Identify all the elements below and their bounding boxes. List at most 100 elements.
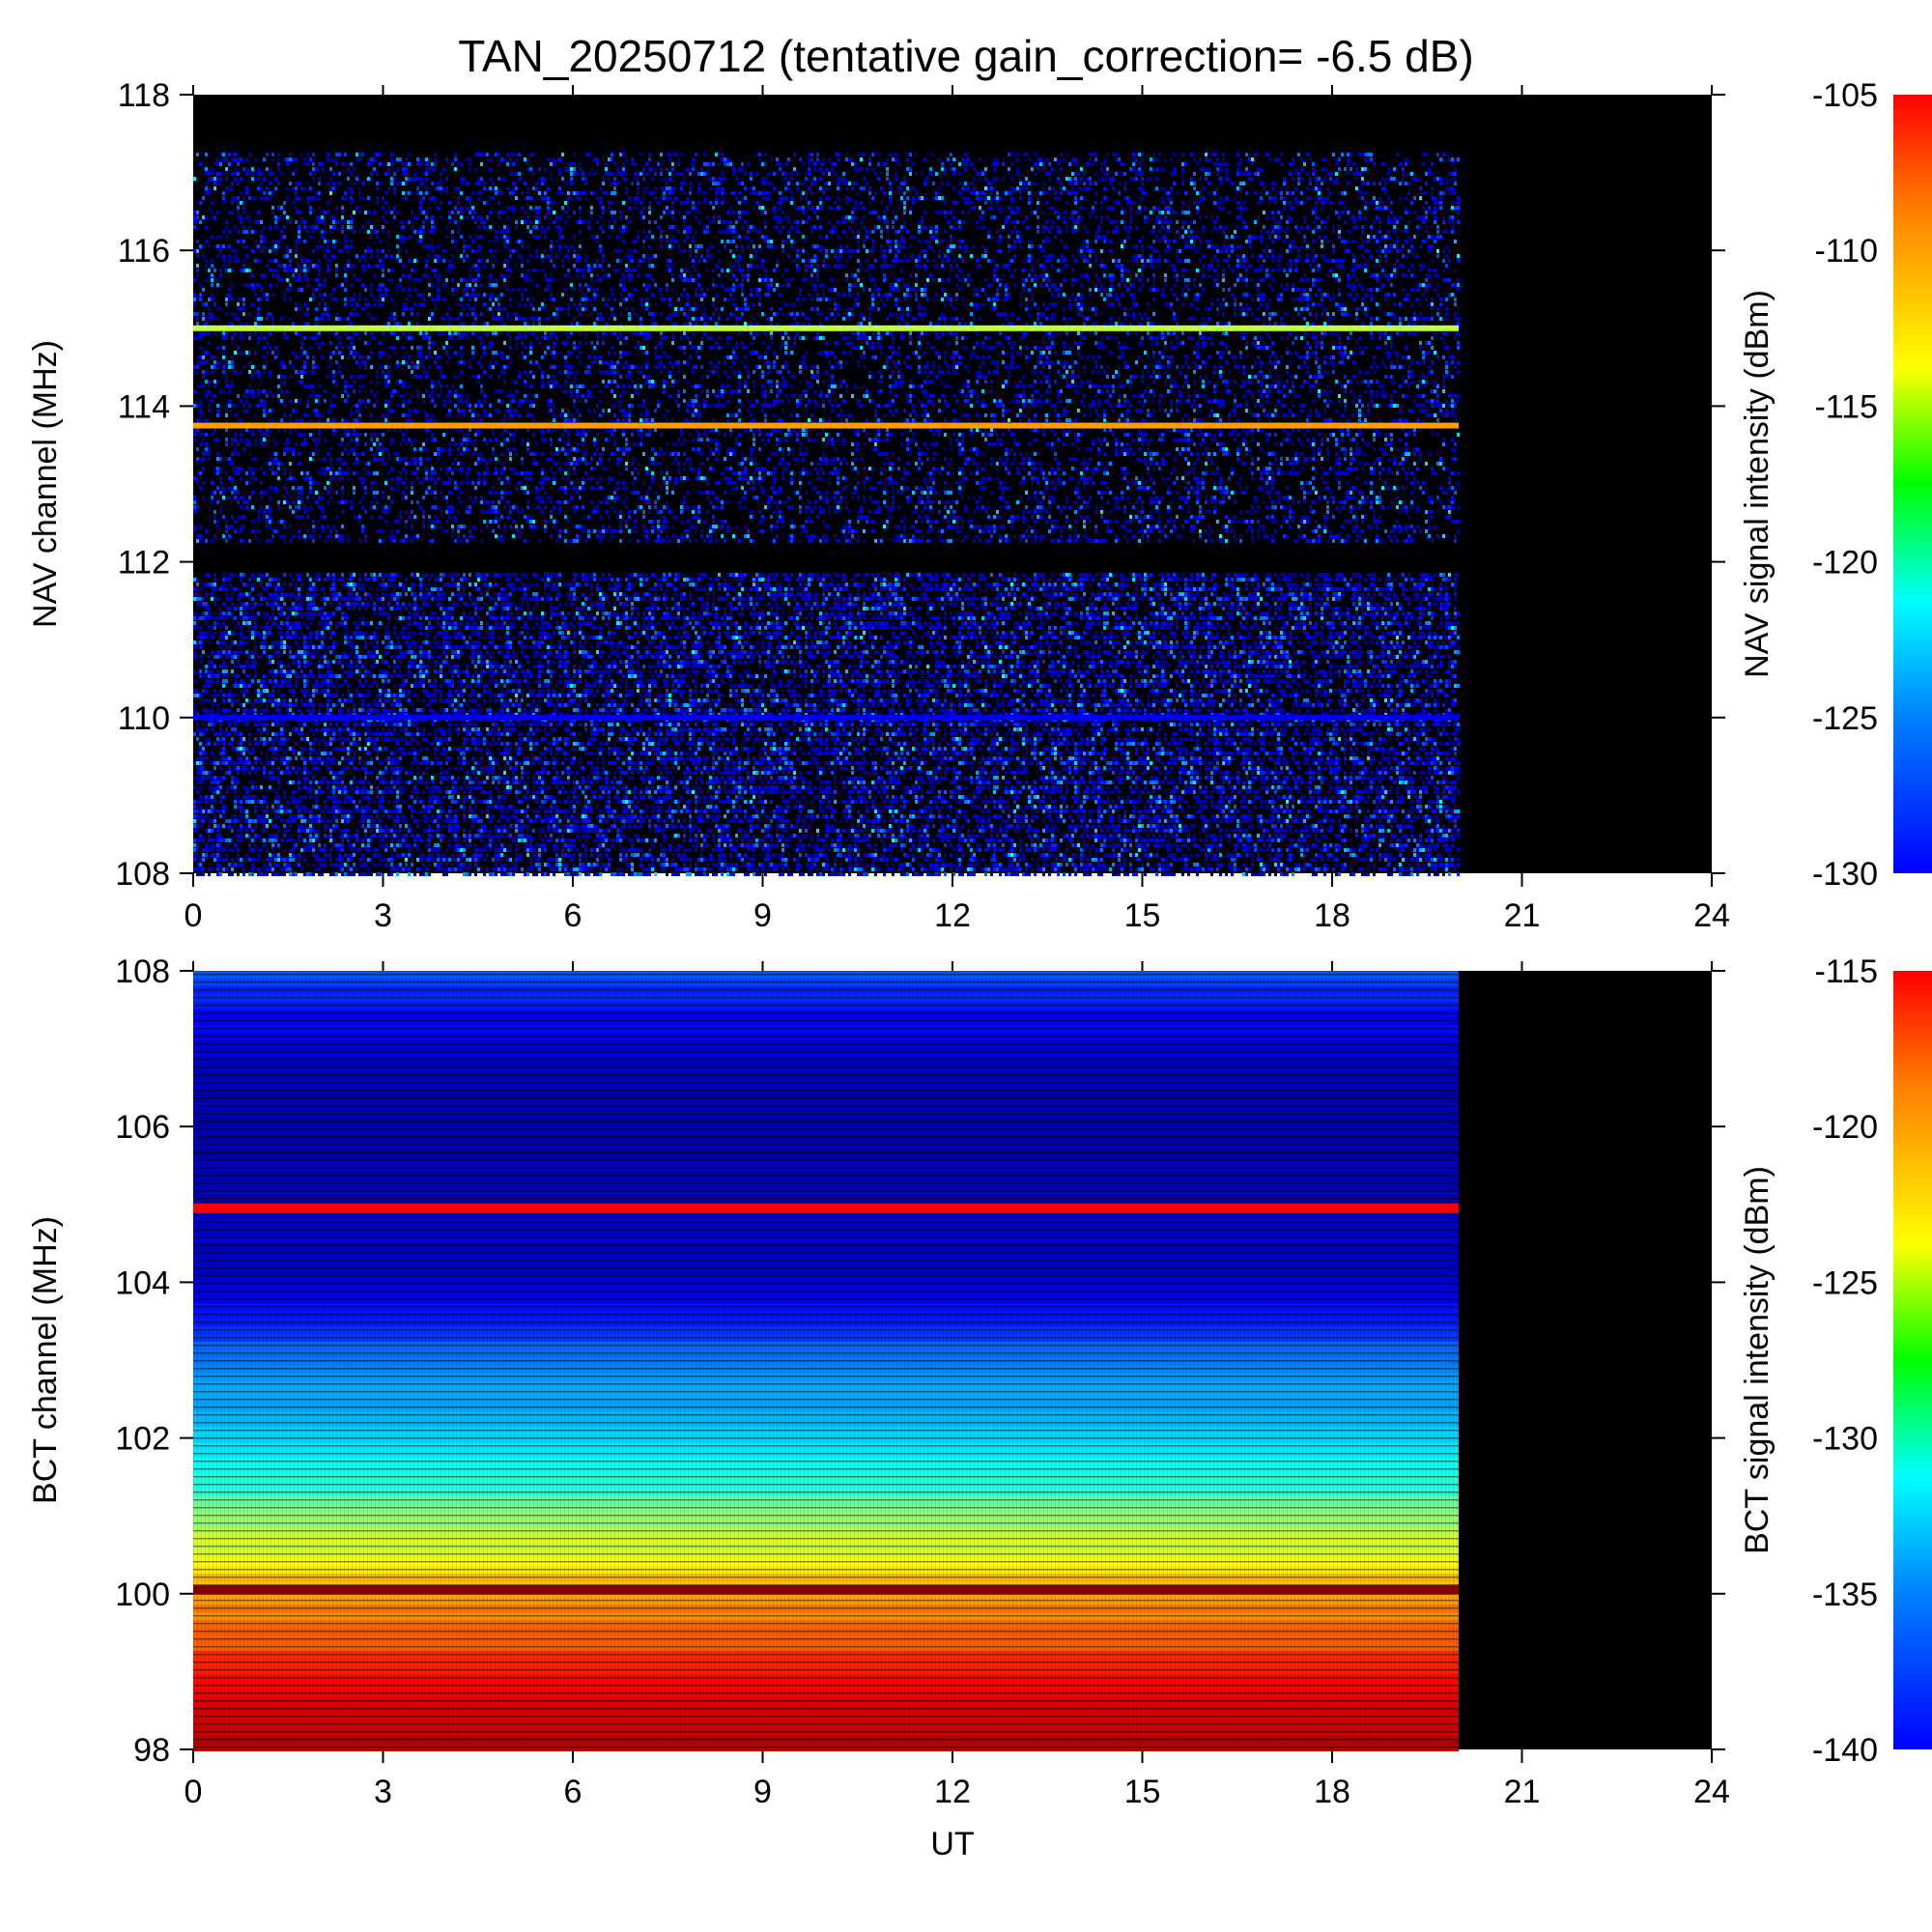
nav-cell bbox=[222, 157, 225, 161]
nav-cell bbox=[616, 235, 619, 239]
nav-cell bbox=[228, 293, 231, 297]
nav-cell bbox=[1451, 162, 1454, 166]
nav-cell bbox=[332, 240, 335, 243]
nav-cell bbox=[480, 162, 483, 166]
nav-cell bbox=[689, 307, 692, 311]
nav-cell bbox=[990, 201, 993, 205]
nav-cell bbox=[1303, 288, 1306, 292]
nav-cell bbox=[277, 157, 280, 161]
nav-cell bbox=[839, 249, 842, 253]
nav-cell bbox=[1416, 225, 1419, 229]
nav-cell bbox=[770, 283, 773, 287]
nav-cell bbox=[747, 244, 750, 248]
nav-cell bbox=[941, 278, 944, 282]
nav-cell bbox=[680, 307, 683, 311]
nav-cell bbox=[1236, 273, 1239, 277]
nav-cell bbox=[1321, 167, 1323, 171]
nav-cell bbox=[1060, 186, 1063, 190]
nav-cell bbox=[466, 293, 469, 297]
nav-cell bbox=[1289, 240, 1292, 243]
nav-cell bbox=[1355, 225, 1358, 229]
nav-cell bbox=[1132, 298, 1135, 301]
nav-cell bbox=[1442, 220, 1445, 224]
nav-cell bbox=[1378, 240, 1381, 243]
nav-cell bbox=[979, 317, 981, 321]
nav-cell bbox=[1222, 298, 1225, 301]
nav-cell bbox=[674, 153, 677, 156]
nav-cell bbox=[483, 153, 486, 156]
nav-cell bbox=[474, 220, 477, 224]
nav-cell bbox=[1222, 162, 1225, 166]
nav-cell bbox=[431, 215, 434, 219]
nav-cell bbox=[321, 244, 324, 248]
nav-cell bbox=[639, 215, 642, 219]
nav-cell bbox=[1002, 162, 1005, 166]
nav-cell bbox=[816, 206, 819, 210]
nav-cell bbox=[503, 244, 506, 248]
nav-cell bbox=[550, 201, 553, 205]
nav-cell bbox=[593, 191, 596, 195]
nav-cell bbox=[405, 196, 408, 200]
nav-cell bbox=[1100, 259, 1103, 263]
nav-cell bbox=[990, 162, 993, 166]
nav-cell bbox=[1425, 215, 1428, 219]
nav-cell bbox=[923, 254, 926, 258]
nav-cell bbox=[1016, 220, 1019, 224]
nav-cell bbox=[651, 264, 654, 268]
nav-cell bbox=[497, 201, 500, 205]
nav-cell bbox=[1370, 293, 1373, 297]
nav-cell bbox=[1213, 269, 1216, 272]
nav-cell bbox=[1309, 312, 1312, 316]
nav-cell bbox=[367, 312, 370, 316]
nav-cell bbox=[454, 206, 457, 210]
nav-cell bbox=[816, 269, 819, 272]
nav-cell bbox=[419, 177, 422, 181]
nav-cell bbox=[695, 230, 697, 234]
nav-cell bbox=[329, 230, 332, 234]
nav-cell bbox=[1164, 206, 1167, 210]
nav-cell bbox=[469, 196, 471, 200]
nav-cell bbox=[1071, 278, 1074, 282]
nav-cell bbox=[257, 186, 260, 190]
nav-cell bbox=[1158, 206, 1161, 210]
nav-cell bbox=[660, 167, 663, 171]
nav-cell bbox=[929, 167, 932, 171]
nav-cell bbox=[981, 254, 984, 258]
nav-cell bbox=[361, 225, 364, 229]
nav-cell bbox=[211, 167, 213, 171]
nav-cell bbox=[1236, 259, 1239, 263]
nav-cell bbox=[1434, 240, 1436, 243]
nav-cell bbox=[1103, 264, 1106, 268]
nav-cell bbox=[976, 259, 979, 263]
nav-cell bbox=[1060, 191, 1063, 195]
nav-cell bbox=[211, 177, 213, 181]
nav-cell bbox=[1361, 225, 1364, 229]
nav-cell bbox=[492, 182, 495, 185]
nav-cell bbox=[787, 312, 790, 316]
nav-cell bbox=[216, 162, 219, 166]
nav-cell bbox=[622, 201, 625, 205]
nav-cell bbox=[428, 230, 431, 234]
nav-cell bbox=[1292, 157, 1294, 161]
nav-cell bbox=[495, 191, 497, 195]
nav-cell bbox=[1332, 273, 1335, 277]
nav-cell bbox=[193, 177, 196, 181]
nav-cell bbox=[903, 182, 906, 185]
nav-cell bbox=[1005, 264, 1008, 268]
nav-cell bbox=[1045, 191, 1048, 195]
nav-cell bbox=[857, 278, 860, 282]
nav-cell bbox=[1271, 269, 1274, 272]
nav-cell bbox=[280, 215, 283, 219]
nav-cell bbox=[1347, 249, 1350, 253]
nav-cell bbox=[587, 288, 590, 292]
nav-cell bbox=[889, 186, 892, 190]
nav-cell bbox=[868, 157, 871, 161]
nav-cell bbox=[709, 254, 712, 258]
nav-cell bbox=[318, 273, 321, 277]
nav-cell bbox=[976, 264, 979, 268]
nav-cell bbox=[1010, 153, 1013, 156]
nav-cell bbox=[1361, 182, 1364, 185]
nav-cell bbox=[1048, 278, 1051, 282]
nav-cell bbox=[460, 191, 463, 195]
nav-cell bbox=[634, 240, 637, 243]
